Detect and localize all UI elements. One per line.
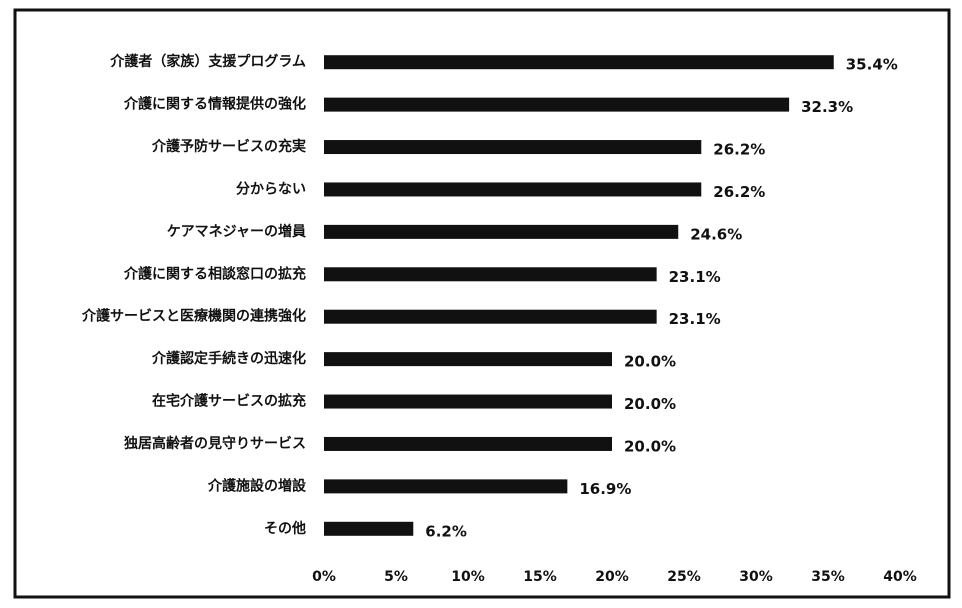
value-label: 16.9%: [579, 480, 631, 498]
y-tick-label: 介護施設の増設: [207, 477, 307, 494]
x-tick-label: 5%: [384, 569, 408, 585]
bar: [324, 97, 790, 112]
x-tick-label: 25%: [667, 569, 701, 585]
value-label: 20.0%: [624, 395, 676, 413]
bar: [324, 140, 702, 155]
value-label: 24.6%: [690, 225, 742, 243]
y-tick-label: ケアマネジャーの増員: [167, 223, 306, 240]
y-tick-label: 独居高齢者の見守りサービス: [124, 435, 306, 452]
value-label: 20.0%: [624, 353, 676, 371]
value-label: 35.4%: [846, 56, 898, 74]
value-label: 26.2%: [713, 141, 765, 159]
y-tick-label: 介護予防サービスの充実: [151, 138, 306, 155]
bar: [324, 394, 612, 409]
y-tick-label: 分からない: [236, 181, 306, 197]
x-tick-label: 20%: [595, 569, 629, 585]
value-label: 32.3%: [801, 98, 853, 116]
value-label: 20.0%: [624, 437, 676, 455]
x-tick-label: 10%: [451, 569, 485, 585]
bar: [324, 55, 834, 70]
value-label: 6.2%: [425, 522, 467, 540]
bar: [324, 267, 657, 282]
bar: [324, 436, 612, 451]
x-tick-label: 0%: [312, 569, 336, 585]
bar: [324, 521, 414, 536]
value-label: 23.1%: [669, 310, 721, 328]
bar: [324, 224, 679, 239]
y-tick-label: 介護認定手続きの迅速化: [151, 350, 306, 367]
y-tick-label: その他: [264, 520, 306, 537]
x-tick-label: 40%: [883, 569, 917, 585]
y-tick-label: 介護サービスと医療機関の連携強化: [81, 308, 306, 325]
y-tick-label: 介護者（家族）支援プログラム: [109, 53, 306, 70]
value-label: 23.1%: [669, 268, 721, 286]
bar: [324, 479, 568, 494]
bar: [324, 309, 657, 324]
x-tick-label: 30%: [739, 569, 773, 585]
value-label: 26.2%: [713, 183, 765, 201]
x-tick-label: 15%: [523, 569, 557, 585]
y-tick-label: 介護に関する相談窓口の拡充: [123, 265, 306, 282]
bar: [324, 352, 612, 367]
x-tick-label: 35%: [811, 569, 845, 585]
bar: [324, 182, 702, 197]
y-tick-label: 在宅介護サービスの拡充: [152, 393, 306, 410]
y-tick-label: 介護に関する情報提供の強化: [123, 96, 306, 113]
